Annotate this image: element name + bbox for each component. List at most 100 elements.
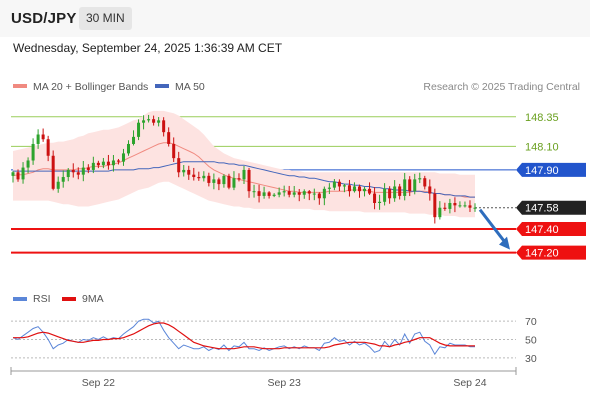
candle: [327, 183, 331, 195]
ma50-line: [13, 161, 475, 198]
candle: [332, 178, 336, 191]
candle: [142, 115, 146, 130]
time-axis-label-1: Sep 23: [268, 377, 301, 389]
rsi-ma-legend-label: 9MA: [82, 293, 104, 305]
candle: [202, 171, 206, 182]
candle: [121, 148, 125, 166]
price-label-2: 147.90: [525, 165, 559, 177]
projection-arrow: [478, 208, 508, 245]
candle: [297, 188, 301, 202]
candle: [126, 140, 131, 156]
candle: [247, 167, 251, 198]
candle: [287, 185, 291, 198]
candle: [438, 201, 442, 220]
candle: [182, 165, 186, 177]
price-legend: MA 20 + Bollinger Bands MA 50 Research ©…: [13, 81, 580, 93]
candle: [232, 171, 236, 191]
rsi-legend-swatch: [13, 297, 27, 301]
candle: [41, 128, 45, 142]
price-label-5: 147.20: [525, 248, 559, 260]
candle: [357, 184, 362, 198]
research-credit: Research © 2025 Trading Central: [423, 81, 580, 93]
ma50-legend-swatch: [155, 84, 169, 88]
candle: [453, 197, 457, 213]
candle: [237, 173, 241, 182]
candle: [167, 127, 171, 147]
rsi-tick-50: 50: [525, 335, 537, 347]
candle: [172, 137, 176, 163]
candle: [46, 135, 50, 162]
price-grid: [11, 116, 516, 254]
rsi-line: [12, 318, 475, 356]
candle: [342, 183, 346, 193]
candle: [71, 163, 75, 178]
candle: [96, 160, 100, 169]
candle: [443, 202, 447, 211]
candle: [418, 172, 422, 184]
price-tag-2: [516, 162, 586, 177]
candle: [393, 180, 397, 202]
candle: [302, 189, 306, 199]
candle: [428, 179, 432, 201]
ma50-legend-label: MA 50: [175, 81, 205, 93]
chart-datetime: Wednesday, September 24, 2025 1:36:39 AM…: [13, 41, 283, 55]
candle: [282, 185, 286, 197]
candle: [373, 187, 377, 210]
candle: [217, 177, 221, 191]
candle: [388, 186, 392, 204]
candle: [307, 189, 311, 201]
time-axis: Sep 22 Sep 23 Sep 24: [10, 367, 517, 389]
candle: [66, 168, 70, 182]
price-label-1: 148.10: [525, 141, 559, 153]
ma20-legend-swatch: [13, 84, 27, 88]
chart-header: USD/JPY 30 MIN: [0, 0, 590, 37]
candle: [111, 155, 115, 172]
candle: [56, 176, 60, 193]
rsi-tick-30: 30: [525, 353, 537, 365]
candle: [252, 184, 256, 198]
candle: [317, 192, 321, 205]
candle: [463, 201, 467, 208]
candle: [81, 161, 85, 182]
candle: [322, 186, 326, 206]
candle: [448, 198, 452, 214]
price-tag-3: [516, 200, 586, 215]
candle: [86, 164, 90, 174]
candle: [292, 185, 296, 198]
candle: [403, 172, 407, 201]
candle: [267, 191, 271, 199]
ma20-legend-label: MA 20 + Bollinger Bands: [33, 81, 148, 93]
candle: [458, 201, 462, 208]
candle: [473, 203, 477, 212]
candle: [177, 151, 181, 178]
candle: [106, 154, 110, 170]
candle: [51, 150, 55, 191]
rsi-legend: RSI 9MA: [13, 293, 104, 305]
candle: [21, 162, 25, 184]
candle: [147, 114, 151, 123]
candle: [272, 193, 276, 198]
candle: [433, 188, 437, 224]
projection-arrow-head: [499, 236, 510, 250]
candle: [16, 169, 20, 182]
candle: [347, 179, 351, 197]
price-label-4: 147.40: [525, 224, 559, 236]
candle: [76, 167, 80, 180]
candle: [368, 182, 372, 195]
timeframe-button[interactable]: 30 MIN: [79, 7, 132, 30]
candle: [197, 171, 201, 181]
candle: [277, 187, 281, 198]
candle: [116, 158, 120, 165]
candle: [162, 117, 166, 137]
price-label-0: 148.35: [525, 112, 559, 124]
rsi-ma-legend-swatch: [62, 297, 76, 301]
time-axis-label-2: Sep 24: [453, 377, 486, 389]
bollinger-band: [13, 110, 475, 218]
rsi-tick-70: 70: [525, 316, 537, 328]
candle: [11, 171, 15, 183]
rsi-ma-line: [13, 322, 475, 350]
candle: [413, 173, 417, 195]
candle: [31, 138, 35, 165]
price-label-3: 147.58: [525, 203, 559, 215]
